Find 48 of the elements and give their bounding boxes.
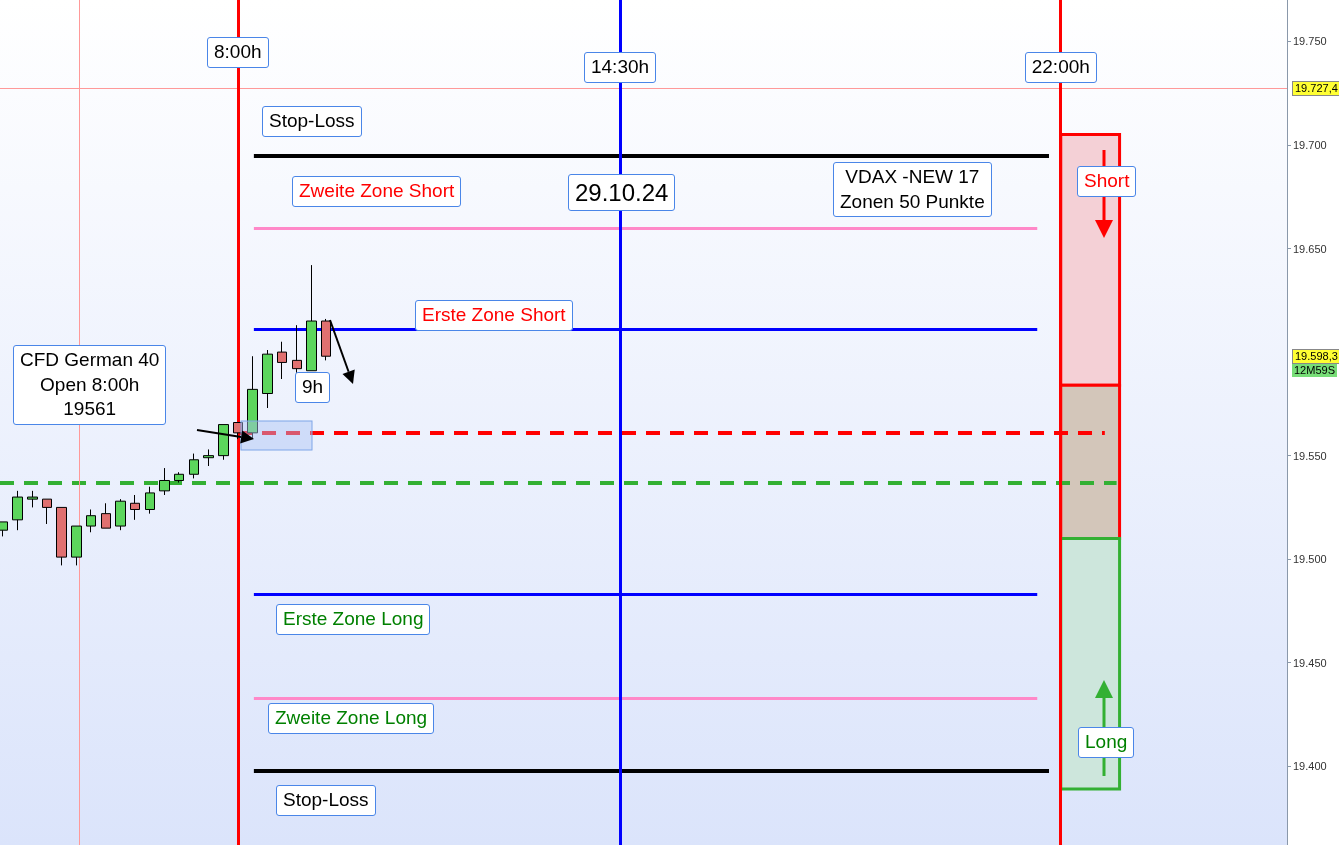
ref-line-label: Zweite Zone Short xyxy=(292,176,462,207)
candlestick xyxy=(145,486,155,515)
y-tick-label: 19.650 xyxy=(1293,242,1327,255)
ref-line-label: 22:00h xyxy=(1024,52,1097,83)
candlestick xyxy=(130,494,140,521)
candlestick xyxy=(262,349,273,409)
candlestick xyxy=(101,502,111,529)
y-tick-label: 19.750 xyxy=(1293,35,1327,48)
y-tick-label: 19.500 xyxy=(1293,553,1327,566)
candlestick xyxy=(203,448,214,467)
ref-line-label: Zweite Zone Long xyxy=(268,703,435,734)
candlestick xyxy=(233,422,243,440)
candlestick xyxy=(292,324,302,374)
candlestick xyxy=(247,355,258,440)
annotation: CFD German 40 Open 8:00h 19561 xyxy=(13,345,167,426)
candlestick xyxy=(56,506,67,566)
candlestick xyxy=(189,453,199,479)
ref-line-label: Erste Zone Long xyxy=(276,604,431,635)
ref-line-label: 19.727,4 xyxy=(1292,81,1339,97)
candlestick xyxy=(27,490,38,508)
text: 12M59S xyxy=(1292,364,1337,377)
ref-line-label: Erste Zone Short xyxy=(415,300,573,331)
candlestick xyxy=(277,341,287,380)
candlestick xyxy=(218,424,229,461)
y-tick-label: 19.450 xyxy=(1293,656,1327,669)
candlestick xyxy=(71,525,82,566)
candlestick xyxy=(12,490,23,531)
y-tick-label: 19.550 xyxy=(1293,449,1327,462)
candlestick xyxy=(86,508,96,533)
annotation: VDAX -NEW 17 Zonen 50 Punkte xyxy=(833,162,992,218)
text: 19.598,3 xyxy=(1292,349,1339,364)
y-tick-label: 19.400 xyxy=(1293,760,1327,773)
y-tick-label: 19.700 xyxy=(1293,138,1327,151)
candlestick xyxy=(306,264,317,372)
candlestick xyxy=(159,467,170,496)
ref-line-label: Stop-Loss xyxy=(276,785,376,816)
candlestick xyxy=(174,471,184,484)
candlestick xyxy=(0,521,8,537)
ref-line-label: Stop-Loss xyxy=(262,106,362,137)
ref-line-label: 14:30h xyxy=(583,52,657,83)
candlestick xyxy=(115,498,126,531)
band-label: Long xyxy=(1078,727,1135,758)
ref-line-label: 8:00h xyxy=(207,37,269,68)
candlestick xyxy=(321,318,331,361)
annotation: 9h xyxy=(295,372,331,403)
candlestick xyxy=(42,498,52,525)
band-label: Short xyxy=(1077,166,1137,197)
annotation: 29.10.24 xyxy=(568,174,676,212)
